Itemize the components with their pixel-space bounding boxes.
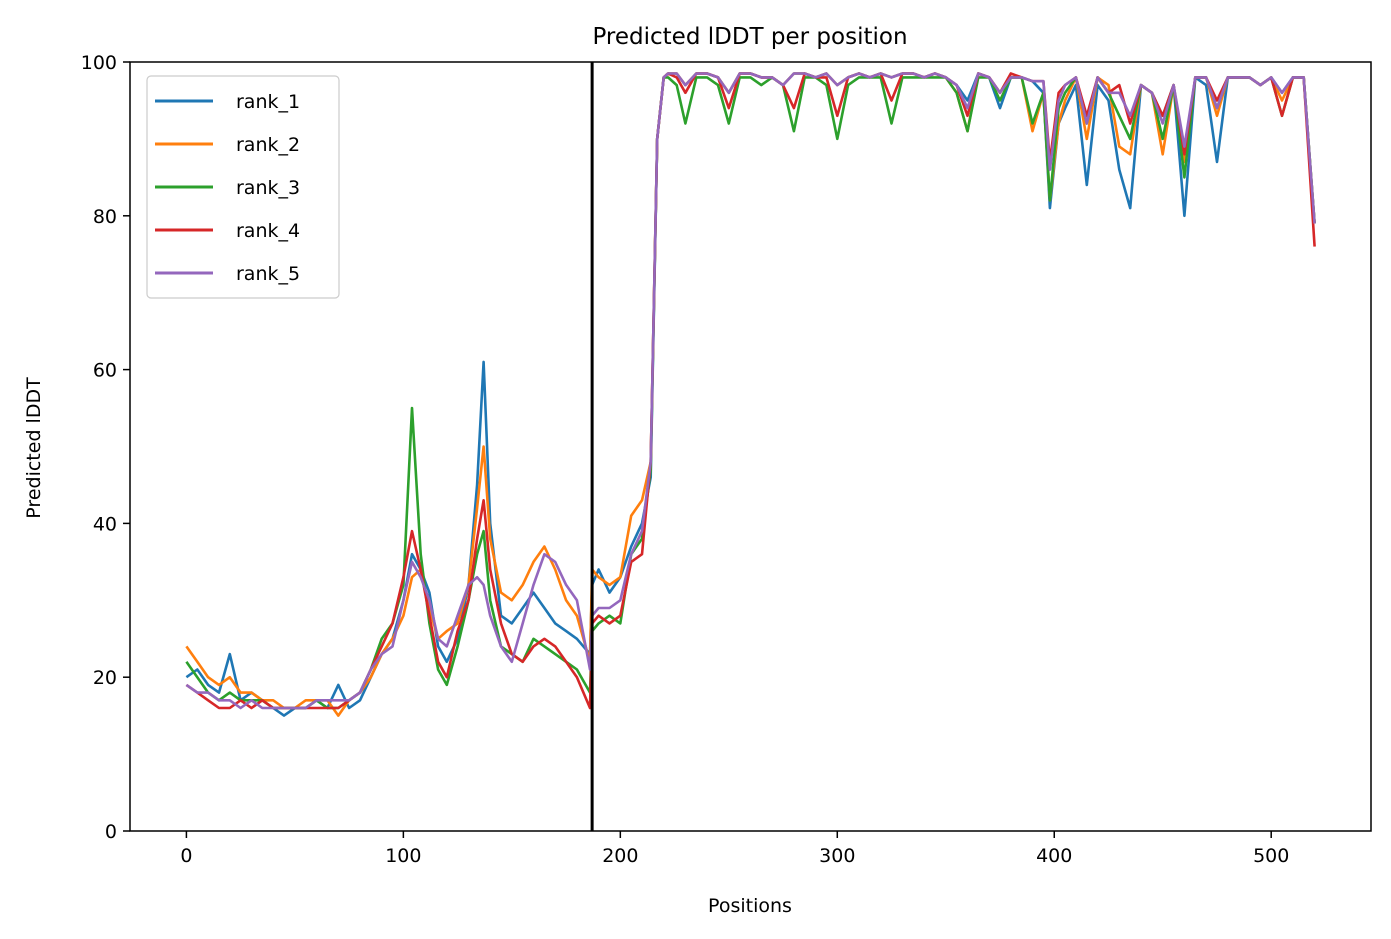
legend-frame	[146, 75, 340, 299]
x-axis-ticks: 0 100 200 300 400 500	[180, 831, 1289, 867]
y-tick-label: 60	[93, 360, 117, 382]
plot-frame	[129, 61, 1372, 832]
y-axis-ticks: 0 20 40 60 80 100	[81, 52, 130, 843]
legend-label-rank_5: rank_5	[236, 263, 300, 285]
series-line-rank_3	[185, 76, 1316, 710]
x-axis-label: Positions	[708, 895, 792, 917]
chart-title: Predicted lDDT per position	[592, 24, 907, 50]
series-lines	[185, 72, 1316, 717]
y-tick-label: 80	[93, 206, 117, 228]
legend-label-rank_1: rank_1	[236, 91, 300, 113]
x-tick-label: 400	[1036, 845, 1072, 867]
series-line-rank_4	[185, 72, 1316, 710]
y-axis-label: Predicted lDDT	[23, 377, 45, 519]
y-tick-label: 0	[105, 821, 117, 843]
x-tick-label: 0	[180, 845, 192, 867]
y-tick-label: 40	[93, 513, 117, 535]
x-tick-label: 500	[1253, 845, 1289, 867]
y-tick-label: 100	[81, 52, 117, 74]
x-tick-label: 300	[819, 845, 855, 867]
legend: rank_1 rank_2 rank_3 rank_4 rank_5	[146, 75, 340, 299]
legend-label-rank_3: rank_3	[236, 177, 300, 199]
series-line-rank_5	[185, 72, 1316, 710]
legend-label-rank_4: rank_4	[236, 220, 300, 242]
legend-label-rank_2: rank_2	[236, 134, 300, 156]
x-tick-label: 100	[385, 845, 421, 867]
y-tick-label: 20	[93, 667, 117, 689]
x-tick-label: 200	[602, 845, 638, 867]
